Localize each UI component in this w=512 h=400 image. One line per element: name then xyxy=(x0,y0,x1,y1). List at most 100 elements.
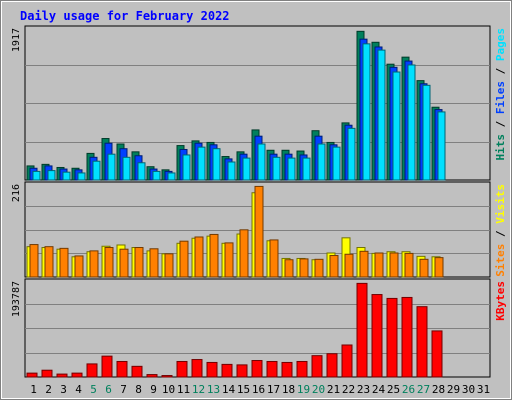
bar-sites-day-2 xyxy=(44,246,54,278)
bar-sites-day-21 xyxy=(329,255,339,278)
legend-item-kbytes: KBytes xyxy=(494,281,507,321)
bar-pages-day-14 xyxy=(227,161,236,181)
bar-kbytes-day-9 xyxy=(146,374,158,378)
bar-sites-day-20 xyxy=(314,258,324,278)
x-tick-label-day-14: 14 xyxy=(222,383,236,396)
x-tick-label-day-27: 27 xyxy=(417,383,430,396)
bar-sites-day-19 xyxy=(299,258,309,278)
bar-pages-day-22 xyxy=(347,127,356,181)
x-tick-label-day-20: 20 xyxy=(312,383,325,396)
x-tick-label-day-19: 19 xyxy=(297,383,310,396)
bar-sites-day-6 xyxy=(104,247,114,278)
legend-item-hits: Hits xyxy=(494,134,507,161)
bar-kbytes-day-6 xyxy=(101,355,113,378)
bar-kbytes-day-5 xyxy=(86,363,98,378)
x-tick-label-day-28: 28 xyxy=(432,383,445,396)
x-tick-label-day-6: 6 xyxy=(105,383,112,396)
bar-sites-day-24 xyxy=(374,252,384,278)
bar-sites-day-23 xyxy=(359,250,369,278)
bar-kbytes-day-4 xyxy=(71,372,83,378)
legend-item-visits: Visits xyxy=(494,184,507,224)
legend-separator: / xyxy=(494,224,507,244)
legend-middle: Sites / Visits xyxy=(494,184,507,277)
bar-pages-day-6 xyxy=(107,153,116,181)
bar-pages-day-25 xyxy=(392,71,401,181)
bar-kbytes-day-8 xyxy=(131,365,143,378)
bar-pages-day-3 xyxy=(62,171,71,181)
bar-sites-day-16 xyxy=(254,185,264,278)
x-tick-label-day-29: 29 xyxy=(447,383,460,396)
bar-kbytes-day-16 xyxy=(251,360,263,378)
x-tick-label-day-10: 10 xyxy=(162,383,175,396)
bar-sites-day-3 xyxy=(59,247,69,278)
bar-pages-day-13 xyxy=(212,148,221,181)
bar-kbytes-day-28 xyxy=(431,330,443,378)
bar-sites-day-26 xyxy=(404,252,414,278)
x-tick-label-day-26: 26 xyxy=(402,383,415,396)
bar-pages-day-16 xyxy=(257,143,266,181)
x-tick-label-day-15: 15 xyxy=(237,383,250,396)
x-tick-label-day-21: 21 xyxy=(327,383,340,396)
x-tick-label-day-5: 5 xyxy=(90,383,97,396)
bar-pages-day-2 xyxy=(47,170,56,181)
legends: Hits / Files / Pages Sites / Visits KBytes xyxy=(494,28,507,321)
x-tick-label-day-8: 8 xyxy=(135,383,142,396)
bar-pages-day-12 xyxy=(197,146,206,181)
bar-kbytes-day-17 xyxy=(266,360,278,378)
bar-kbytes-day-12 xyxy=(191,359,203,378)
bar-kbytes-day-7 xyxy=(116,360,128,378)
panel-kbytes: 193787 xyxy=(11,278,491,378)
legend-item-files: Files xyxy=(494,81,507,114)
bar-kbytes-day-25 xyxy=(386,297,398,378)
x-tick-label-day-31: 31 xyxy=(477,383,490,396)
bar-pages-day-24 xyxy=(377,49,386,181)
x-tick-label-day-11: 11 xyxy=(177,383,190,396)
x-tick-label-day-12: 12 xyxy=(192,383,205,396)
bar-sites-day-14 xyxy=(224,242,234,278)
bar-pages-day-15 xyxy=(242,157,251,181)
x-tick-label-day-2: 2 xyxy=(45,383,52,396)
panel-sites-visits: 216 xyxy=(11,181,491,278)
bar-sites-day-9 xyxy=(149,248,159,278)
legend-item-sites: Sites xyxy=(494,244,507,277)
bar-pages-day-27 xyxy=(422,84,431,181)
bar-kbytes-day-26 xyxy=(401,296,413,378)
bar-sites-day-1 xyxy=(29,244,39,278)
bar-kbytes-day-19 xyxy=(296,360,308,378)
bar-pages-day-5 xyxy=(92,160,101,181)
bar-sites-day-15 xyxy=(239,229,249,278)
x-tick-label-day-9: 9 xyxy=(150,383,157,396)
x-tick-label-day-23: 23 xyxy=(357,383,370,396)
bar-pages-day-1 xyxy=(32,170,41,181)
bar-sites-day-13 xyxy=(209,233,219,278)
x-tick-label-day-13: 13 xyxy=(207,383,220,396)
bar-pages-day-28 xyxy=(437,111,446,181)
bar-kbytes-day-11 xyxy=(176,360,188,378)
bar-pages-day-26 xyxy=(407,64,416,181)
bar-sites-day-25 xyxy=(389,252,399,278)
chart-title: Daily usage for February 2022 xyxy=(20,9,230,23)
bar-kbytes-day-14 xyxy=(221,363,233,378)
bar-kbytes-day-13 xyxy=(206,361,218,378)
bar-sites-day-17 xyxy=(269,239,279,278)
x-tick-label-day-30: 30 xyxy=(462,383,475,396)
panel-hits-files-pages: 1917 xyxy=(11,25,491,181)
bar-kbytes-day-22 xyxy=(341,344,353,378)
x-tick-label-day-4: 4 xyxy=(75,383,82,396)
bar-pages-day-11 xyxy=(182,154,191,181)
bar-sites-day-5 xyxy=(89,250,99,278)
bar-sites-day-27 xyxy=(419,258,429,278)
bar-sites-day-11 xyxy=(179,240,189,278)
bar-kbytes-day-10 xyxy=(161,375,173,378)
bar-kbytes-day-21 xyxy=(326,353,338,378)
bar-pages-day-20 xyxy=(317,143,326,181)
legend-top: Hits / Files / Pages xyxy=(494,28,507,161)
bar-kbytes-day-3 xyxy=(56,373,68,378)
bar-sites-day-4 xyxy=(74,255,84,278)
bar-sites-day-10 xyxy=(164,253,174,278)
x-tick-label-day-22: 22 xyxy=(342,383,355,396)
x-tick-label-day-18: 18 xyxy=(282,383,295,396)
y-max-label: 1917 xyxy=(11,28,22,52)
bar-pages-day-8 xyxy=(137,162,146,181)
